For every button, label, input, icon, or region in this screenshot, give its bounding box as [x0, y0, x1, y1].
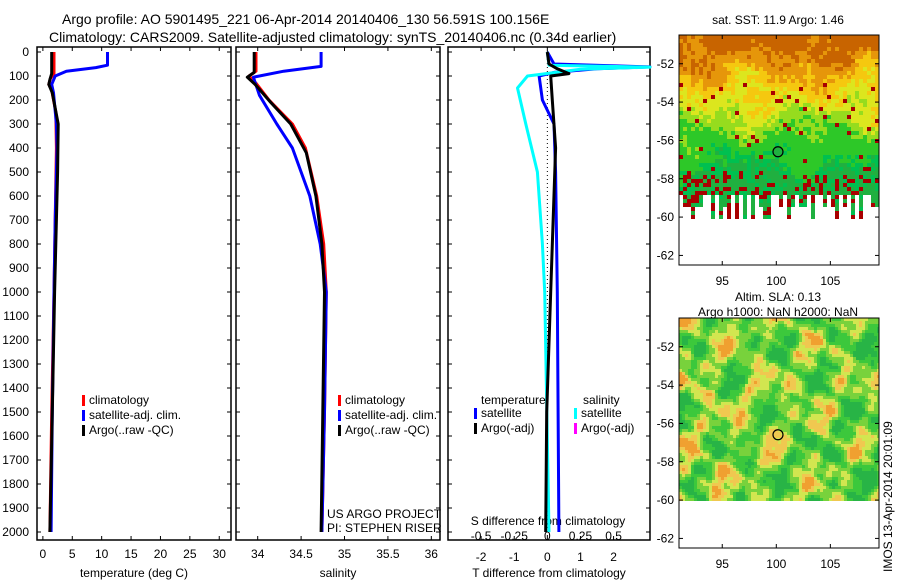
- x-tick-label: 0: [40, 547, 47, 561]
- x-tick-label: 0: [544, 550, 551, 564]
- panel-salinity: 34 34.5 35 35.5 36 salinity climatologysatelli…: [235, 46, 442, 580]
- x-tick-label: 1: [577, 550, 584, 564]
- legend-swatch: [338, 425, 341, 436]
- y-tick-label: 700: [9, 213, 29, 227]
- y-tick-label: 600: [9, 189, 29, 203]
- legend-title-temperature: temperature: [481, 393, 546, 407]
- y-tick-label: 1900: [2, 501, 29, 515]
- project-annotation: US ARGO PROJECT: [327, 507, 442, 521]
- legend-label: climatology: [89, 393, 149, 407]
- x-tick-label: 2: [610, 550, 617, 564]
- series-line-climatology: [247, 52, 328, 533]
- x-tick-label: 10: [95, 547, 109, 561]
- y-tick-label: 300: [9, 117, 29, 131]
- y-tick-label: 1600: [2, 429, 29, 443]
- x-tick-label: 36: [425, 547, 439, 561]
- x-tick-label: 34: [251, 547, 265, 561]
- series-line-temperature-argo-adj-: [544, 51, 571, 533]
- sla-map-image: [679, 318, 879, 548]
- s-tick-label: 0.25: [569, 529, 593, 543]
- legend-swatch: [338, 395, 341, 406]
- legend-label: Argo(-adj): [481, 421, 534, 435]
- x-tick-label: 34.5: [289, 547, 313, 561]
- x-tick-label: 30: [213, 547, 227, 561]
- sst-map-title: sat. SST: 11.9 Argo: 1.46: [712, 13, 844, 27]
- project-annotation: PI: STEPHEN RISER: [327, 521, 442, 535]
- series-line-temperature-satellite: [537, 51, 652, 533]
- y-tick-label: 1800: [2, 477, 29, 491]
- panel-difference: -2 -1 0 1 2 T difference from climatology -0.5…: [447, 46, 652, 580]
- y-tick-label: 1700: [2, 453, 29, 467]
- legend-label: Argo(..raw -QC): [345, 423, 430, 437]
- y-tick-label: 400: [9, 141, 29, 155]
- y-tick-label: 1200: [2, 333, 29, 347]
- x-tick-label: 35: [338, 547, 352, 561]
- s-tick-label: -0.5: [471, 529, 492, 543]
- y-tick-label: 1100: [3, 309, 29, 323]
- legend-label: Argo(..raw -QC): [89, 423, 174, 437]
- x-tick-label: 15: [124, 547, 138, 561]
- sla-map-subtitle: Argo h1000: NaN h2000: NaN: [698, 305, 858, 319]
- s-tick-label: 0.5: [605, 529, 622, 543]
- x-tick-label: 35.5: [376, 547, 400, 561]
- x-tick-label: 5: [69, 547, 76, 561]
- y-tick-label: 100: [9, 69, 29, 83]
- y-tick-label: 900: [9, 261, 29, 275]
- legend-label: satellite-adj. clim.: [345, 408, 437, 422]
- legend-title-salinity: salinity: [583, 393, 620, 407]
- panel-temperature: 0100200300400500600700800900100011001200…: [2, 45, 232, 580]
- y-tick-label: 2000: [2, 525, 29, 539]
- legend-swatch: [82, 395, 85, 406]
- axes-box: [36, 46, 232, 541]
- legend-swatch: [474, 408, 477, 419]
- legend-swatch: [574, 423, 577, 434]
- legend-label: Argo(-adj): [581, 421, 634, 435]
- y-tick-label: 1400: [2, 381, 29, 395]
- legend-swatch: [82, 410, 85, 421]
- sst-map-image: [679, 35, 879, 265]
- series-line-argo-raw-qc-: [245, 52, 326, 533]
- y-tick-label: 500: [9, 165, 29, 179]
- x-tick-label: 25: [183, 547, 197, 561]
- legend-swatch: [82, 425, 85, 436]
- x-tick-label: -1: [509, 550, 520, 564]
- y-tick-label: 0: [22, 45, 29, 59]
- y-tick-label: 1300: [2, 357, 29, 371]
- x-tick-label: -2: [476, 550, 487, 564]
- title-line-1: Argo profile: AO 5901495_221 06-Apr-2014…: [62, 11, 549, 27]
- y-tick-label: 800: [9, 237, 29, 251]
- series-line-salinity-satellite: [516, 51, 652, 533]
- legend-label: satellite-adj. clim.: [89, 408, 181, 422]
- s-tick-label: -0.25: [501, 529, 529, 543]
- title-line-2: Climatology: CARS2009. Satellite-adjuste…: [49, 29, 616, 45]
- legend-label: satellite: [481, 406, 522, 420]
- legend-swatch: [574, 408, 577, 419]
- legend-label: satellite: [581, 406, 622, 420]
- y-tick-label: 200: [9, 93, 29, 107]
- y-tick-label: 1000: [2, 285, 29, 299]
- imos-stamp: IMOS 13-Apr-2014 20:01:09: [881, 421, 895, 572]
- axes-box: [447, 46, 651, 541]
- x-axis-label: T difference from climatology: [472, 566, 626, 580]
- legend-label: climatology: [345, 393, 405, 407]
- axes-box: [235, 46, 441, 541]
- legend-swatch: [338, 410, 341, 421]
- y-tick-label: 1500: [2, 405, 29, 419]
- series-line-argo-raw-qc-: [47, 52, 60, 533]
- sla-map-title: Altim. SLA: 0.13: [735, 290, 821, 304]
- x-tick-label: 20: [154, 547, 168, 561]
- series-line-satellite-adj-clim-: [251, 52, 328, 533]
- x-axis-label: temperature (deg C): [80, 566, 188, 580]
- s-tick-label: 0: [544, 529, 551, 543]
- legend-swatch: [474, 423, 477, 434]
- x-axis-label: salinity: [320, 566, 357, 580]
